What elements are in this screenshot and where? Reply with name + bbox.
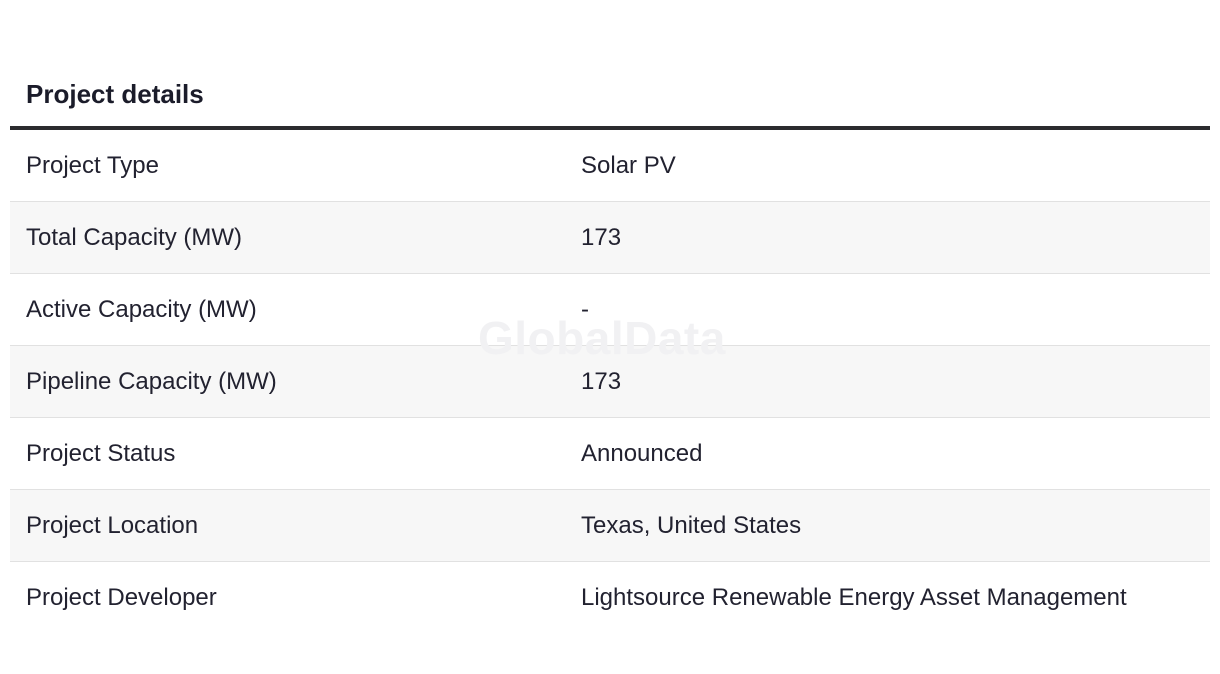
project-details-table: Project Type Solar PV Total Capacity (MW… (10, 130, 1210, 633)
table-row-active-capacity: Active Capacity (MW) - (10, 274, 1210, 346)
row-value: Solar PV (581, 152, 676, 179)
table-row-total-capacity: Total Capacity (MW) 173 (10, 202, 1210, 274)
row-value: 173 (581, 224, 622, 251)
row-value: Lightsource Renewable Energy Asset Manag… (581, 584, 1127, 611)
row-label: Project Type (26, 152, 159, 179)
row-value: Announced (581, 440, 703, 467)
row-label: Project Location (26, 512, 199, 539)
row-label: Project Status (26, 440, 176, 467)
row-value: 173 (581, 368, 622, 395)
row-label: Project Developer (26, 584, 217, 611)
table-row-project-developer: Project Developer Lightsource Renewable … (10, 562, 1210, 633)
title-divider (10, 126, 1210, 130)
table-row-project-status: Project Status Announced (10, 418, 1210, 490)
row-label: Pipeline Capacity (MW) (26, 368, 277, 395)
table-row-project-type: Project Type Solar PV (10, 130, 1210, 202)
table-row-project-location: Project Location Texas, United States (10, 490, 1210, 562)
row-value: - (581, 296, 589, 323)
row-value: Texas, United States (581, 512, 802, 539)
row-label: Active Capacity (MW) (26, 296, 257, 323)
table-row-pipeline-capacity: Pipeline Capacity (MW) 173 (10, 346, 1210, 418)
section-title: Project details (26, 79, 204, 109)
row-label: Total Capacity (MW) (26, 224, 243, 251)
